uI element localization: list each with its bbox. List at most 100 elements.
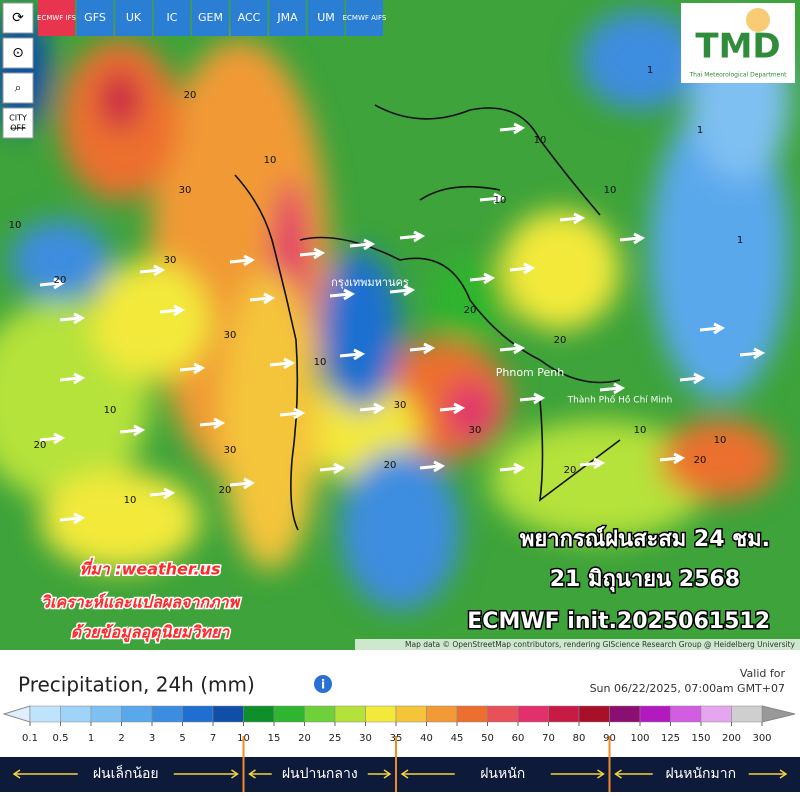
contour-label: 1 (647, 65, 653, 76)
scale-cell (182, 705, 214, 723)
arrow-head (133, 424, 146, 437)
scale-tick-label: 0.1 (22, 733, 38, 744)
scale-cell (395, 705, 427, 723)
scale-cell (90, 705, 122, 723)
arrow-shaft (149, 491, 171, 497)
scale-cell (334, 705, 366, 723)
rain-blob (500, 210, 620, 330)
contour-label: 10 (9, 220, 22, 231)
scale-cell (487, 705, 519, 723)
arrow-shaft (59, 376, 81, 382)
contour-label: 10 (714, 435, 727, 446)
city-label: CITY (9, 114, 27, 123)
valid-time: Sun 06/22/2025, 07:00am GMT+07 (590, 682, 785, 695)
model-button[interactable] (192, 0, 229, 36)
range-head (614, 769, 788, 779)
arrow-head (693, 372, 706, 385)
model-button[interactable] (76, 0, 114, 36)
arrow-head (53, 432, 66, 445)
contour-label: 20 (184, 90, 197, 101)
arrow-shaft (59, 316, 81, 322)
model-label: GFS (84, 11, 106, 24)
arrow-shaft (399, 234, 421, 240)
arrow-shaft (329, 292, 351, 298)
logo: TMD Thai Meteorological Department (681, 3, 795, 83)
range-head (248, 769, 392, 779)
scale-tick-label: 0.5 (53, 733, 69, 744)
arrow-head (493, 192, 506, 205)
scale-cell (273, 705, 305, 723)
contour-label: 20 (54, 275, 67, 286)
arrow-shaft (739, 351, 761, 357)
model-label: UM (317, 11, 335, 24)
arrow-shaft (409, 346, 431, 352)
model-button[interactable] (115, 0, 152, 36)
forecast-overlay: พยากรณ์ฝนสะสม 24 ชม. 21 มิถุนายน 2568 EC… (466, 525, 772, 636)
info-icon[interactable] (314, 675, 332, 693)
scale-cell (731, 705, 763, 723)
arrow-shaft (519, 396, 541, 402)
logo-subtitle: Thai Meteorological Department (689, 72, 788, 79)
model-label: GEM (198, 11, 223, 24)
arrow-head (153, 264, 166, 277)
city-toggle[interactable] (2, 107, 34, 139)
model-label: IC (167, 11, 178, 24)
svg-text:⊙: ⊙ (12, 45, 24, 61)
rain-blob (100, 70, 140, 130)
arrow-head (513, 122, 526, 135)
range-label: ฝนหนัก (480, 766, 525, 782)
scale-cell (365, 705, 397, 723)
scale-cell (700, 705, 732, 723)
arrow-head (243, 477, 256, 490)
contour-label: 30 (164, 255, 177, 266)
scale-arrow-right (761, 705, 796, 723)
model-button[interactable] (269, 0, 306, 36)
arrow-shaft (299, 251, 321, 257)
logo-title: TMD (695, 27, 780, 67)
contour-label: 1 (737, 235, 743, 246)
model-button[interactable] (346, 0, 383, 36)
arrow-head (453, 402, 466, 415)
scale-cell (212, 705, 244, 723)
rain-blob (90, 260, 210, 380)
rain-blob (10, 220, 110, 300)
arrow-shaft (469, 276, 491, 282)
scale-cell (517, 705, 549, 723)
arrow-head (173, 304, 186, 317)
model-button[interactable] (38, 0, 75, 36)
range-label-bg (454, 764, 551, 784)
svg-text:⌕: ⌕ (15, 81, 22, 95)
contour-label: 20 (694, 455, 707, 466)
model-label: ACC (238, 11, 261, 24)
contour-label: 20 (554, 335, 567, 346)
contour-label: 10 (124, 495, 137, 506)
arrow-shaft (269, 361, 291, 367)
arrow-shaft (419, 464, 441, 470)
arrow-head (73, 372, 86, 385)
arrow-head (403, 284, 416, 297)
arrow-head (673, 452, 686, 465)
scale-cell (29, 705, 61, 723)
contour-label: 20 (564, 465, 577, 476)
arrow-head (353, 348, 366, 361)
model-button[interactable] (307, 0, 345, 36)
rain-blob (340, 450, 460, 610)
contour-label: 10 (634, 425, 647, 436)
arrow-head (73, 312, 86, 325)
arrow-shaft (439, 406, 461, 412)
scale-tick-label: 20 (298, 733, 311, 744)
arrow-head (713, 322, 726, 335)
arrow-shaft (659, 456, 681, 462)
scale-cell (426, 705, 458, 723)
model-button[interactable] (230, 0, 268, 36)
model-button[interactable] (153, 0, 191, 36)
arrow-shaft (349, 242, 371, 248)
scale-tick-label: 30 (359, 733, 372, 744)
range-label: ฝนปานกลาง (282, 766, 358, 782)
contour-label: 20 (464, 305, 477, 316)
overlay-line: 21 มิถุนายน 2568 (550, 567, 740, 593)
arrow-shaft (159, 308, 181, 314)
arrow-head (573, 212, 586, 225)
arrow-shaft (499, 466, 521, 472)
